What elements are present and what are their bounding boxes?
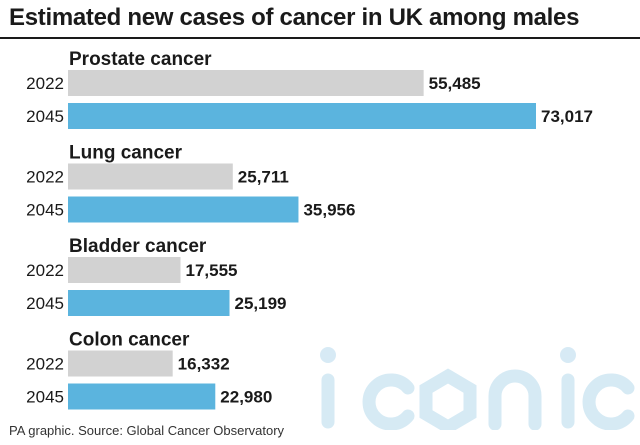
bar-2022 — [68, 163, 233, 190]
year-label: 2022 — [26, 74, 64, 93]
category-label: Colon cancer — [69, 330, 190, 351]
source-note: PA graphic. Source: Global Cancer Observ… — [9, 423, 285, 438]
chart-title: Estimated new cases of cancer in UK amon… — [9, 4, 580, 31]
value-label: 73,017 — [541, 107, 593, 126]
bar-2045 — [68, 196, 299, 223]
title-divider — [0, 37, 640, 39]
bar-2022 — [68, 70, 424, 96]
iconic-watermark-logo — [320, 347, 635, 430]
value-label: 55,485 — [429, 74, 481, 93]
category-label: Lung cancer — [69, 143, 183, 164]
year-label: 2045 — [26, 107, 64, 126]
bar-2022 — [68, 257, 181, 283]
value-label: 35,956 — [303, 201, 355, 220]
year-label: 2022 — [26, 168, 64, 187]
bar-2045 — [68, 290, 230, 316]
bar-2045 — [68, 383, 216, 410]
category-label: Prostate cancer — [69, 49, 212, 70]
year-label: 2045 — [26, 294, 64, 313]
value-label: 17,555 — [186, 261, 238, 280]
year-label: 2045 — [26, 201, 64, 220]
value-label: 25,199 — [235, 294, 287, 313]
category-label: Bladder cancer — [69, 236, 207, 257]
value-label: 22,980 — [220, 388, 272, 407]
bar-2045 — [68, 103, 536, 129]
year-label: 2022 — [26, 261, 64, 280]
year-label: 2045 — [26, 388, 64, 407]
value-label: 16,332 — [178, 355, 230, 374]
value-label: 25,711 — [238, 168, 289, 187]
year-label: 2022 — [26, 355, 64, 374]
bar-2022 — [68, 350, 173, 377]
